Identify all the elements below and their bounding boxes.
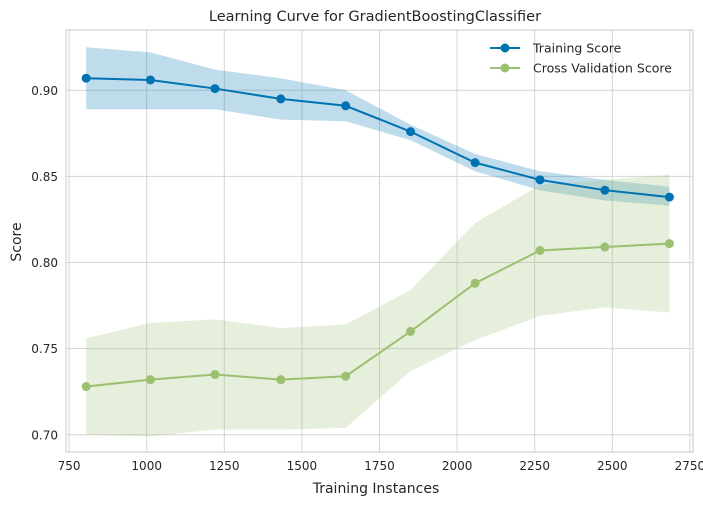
series-lines: [86, 77, 670, 388]
data-point-cross-validation: [535, 245, 545, 255]
confidence-band-training: [86, 47, 670, 206]
y-tick-label: 0.75: [31, 342, 58, 356]
data-point-cross-validation: [406, 326, 416, 336]
data-point-cross-validation: [145, 375, 155, 385]
y-axis-ticks: 0.70 0.75 0.80 0.85 0.90: [31, 84, 58, 442]
x-tick-label: 2250: [519, 459, 550, 473]
data-point-cross-validation: [664, 239, 674, 249]
x-tick-label: 1250: [209, 459, 240, 473]
x-tick-label: 1750: [364, 459, 395, 473]
data-point-cross-validation: [81, 382, 91, 392]
x-axis-ticks: 750 1000 1250 1500 1750 2000 2250 2500 2750: [58, 459, 703, 473]
legend-item-cross-validation: Cross Validation Score: [490, 61, 672, 76]
x-tick-label: 1000: [131, 459, 162, 473]
y-tick-label: 0.90: [31, 84, 58, 98]
x-tick-label: 750: [58, 459, 81, 473]
x-tick-label: 1500: [287, 459, 318, 473]
data-point-training: [81, 73, 91, 83]
legend-marker-training: [500, 43, 510, 53]
data-point-training: [210, 84, 220, 94]
confidence-band-cross-validation: [86, 174, 670, 437]
x-tick-label: 2000: [442, 459, 473, 473]
x-axis-label: Training Instances: [312, 481, 440, 497]
data-point-training: [276, 94, 286, 104]
grid-lines: [66, 30, 693, 452]
data-point-cross-validation: [600, 242, 610, 252]
data-point-training: [664, 192, 674, 202]
y-tick-label: 0.70: [31, 428, 58, 442]
y-tick-label: 0.80: [31, 256, 58, 270]
legend-label-training: Training Score: [532, 41, 622, 56]
data-point-training: [145, 75, 155, 85]
legend-item-training: Training Score: [490, 41, 622, 56]
plot-area: [65, 29, 694, 453]
data-point-cross-validation: [341, 371, 351, 381]
legend: Training Score Cross Validation Score: [490, 41, 672, 76]
y-tick-label: 0.85: [31, 170, 58, 184]
data-point-cross-validation: [210, 369, 220, 379]
series-points: [81, 73, 674, 392]
data-point-training: [470, 158, 480, 168]
data-point-training: [600, 185, 610, 195]
confidence-bands: [86, 47, 670, 437]
x-tick-label: 2500: [597, 459, 628, 473]
chart-title: Learning Curve for GradientBoostingClass…: [209, 9, 541, 25]
legend-label-cross-validation: Cross Validation Score: [533, 61, 672, 76]
series-line-cross-validation: [86, 242, 670, 388]
y-axis-label: Score: [9, 222, 25, 261]
data-point-cross-validation: [470, 278, 480, 288]
data-point-training: [341, 101, 351, 111]
plot-frame: [65, 29, 694, 453]
data-point-training: [535, 175, 545, 185]
series-line-training: [86, 77, 670, 199]
data-point-cross-validation: [276, 375, 286, 385]
legend-marker-cross-validation: [500, 63, 510, 73]
data-point-training: [406, 127, 416, 137]
x-tick-label: 2750: [675, 459, 703, 473]
